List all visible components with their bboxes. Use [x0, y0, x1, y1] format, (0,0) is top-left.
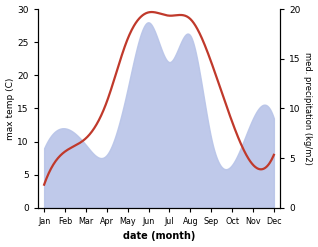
X-axis label: date (month): date (month) [123, 231, 195, 242]
Y-axis label: max temp (C): max temp (C) [5, 77, 15, 140]
Y-axis label: med. precipitation (kg/m2): med. precipitation (kg/m2) [303, 52, 313, 165]
